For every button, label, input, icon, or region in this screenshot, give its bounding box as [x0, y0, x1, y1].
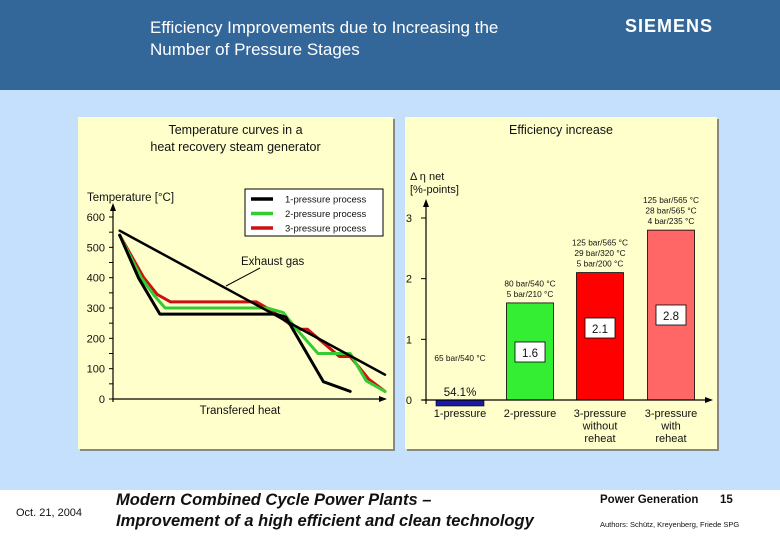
bar-category-label: 2-pressure: [504, 408, 557, 420]
y-tick-label: 200: [87, 333, 105, 345]
temperature-chart-title-line1: Temperature curves in a: [168, 123, 303, 137]
bar-value-label-box: [655, 304, 687, 326]
footer-subtitle-line1: Modern Combined Cycle Power Plants –: [116, 491, 432, 509]
footer-subtitle-line2: Improvement of a high efficient and clea…: [116, 512, 534, 530]
y-axis-label-line2: [%-points]: [410, 184, 459, 196]
bar-category-label: 3-pressure: [574, 408, 627, 420]
y-tick-label: 300: [87, 303, 105, 315]
slide-title-line1: Efficiency Improvements due to Increasin…: [150, 18, 499, 37]
legend-label: 1-pressure process: [285, 195, 367, 206]
siemens-logo: SIEMENS: [625, 16, 714, 36]
y-axis-arrow-icon: [110, 203, 116, 211]
y-axis-label-line1: Δ η net: [410, 171, 444, 183]
bar-value-label: 2.1: [592, 324, 608, 336]
page-number: 15: [720, 494, 733, 506]
baseline-efficiency-label: 54.1%: [444, 387, 477, 399]
bar-annotation: 5 bar/200 °C: [577, 259, 624, 269]
footer-authors: Authors: Schütz, Kreyenberg, Friede SPG: [600, 520, 740, 529]
bar-category-label: reheat: [584, 433, 615, 445]
bar-category-label: 3-pressure: [645, 408, 698, 420]
bar-annotation: 125 bar/565 °C: [572, 238, 628, 248]
series-line-2-pressure-process: [118, 233, 387, 393]
bar-annotation: 5 bar/210 °C: [507, 289, 554, 299]
temperature-chart-title-line2: heat recovery steam generator: [150, 140, 321, 154]
bar-annotation: 80 bar/540 °C: [504, 278, 555, 288]
y-tick-label: 500: [87, 242, 105, 254]
exhaust-gas-leader-line: [225, 267, 261, 287]
slide-title: Efficiency Improvements due to Increasin…: [150, 17, 610, 61]
series-line-1-pressure-process: [118, 233, 352, 393]
slide-header: Efficiency Improvements due to Increasin…: [0, 0, 780, 90]
legend-label: 2-pressure process: [285, 209, 367, 220]
y-tick-label: 0: [99, 394, 105, 406]
bar-category-label: 1-pressure: [434, 408, 487, 420]
bar-y-tick-label: 1: [406, 334, 412, 346]
bar-annotation: 29 bar/320 °C: [574, 248, 625, 258]
temperature-chart-panel: Temperature curves in a heat recovery st…: [78, 117, 393, 449]
bar-y-tick-label: 0: [406, 395, 412, 407]
y-tick-label: 600: [87, 212, 105, 224]
bar-annotation: 65 bar/540 °C: [434, 353, 485, 363]
bar-value-label-box: [584, 317, 616, 339]
bar-annotation: 125 bar/565 °C: [643, 195, 699, 205]
bar-category-label: reheat: [655, 433, 686, 445]
bar-y-axis-arrow-icon: [423, 199, 429, 207]
legend-label: 3-pressure process: [285, 224, 367, 235]
bar-y-tick-label: 3: [406, 213, 412, 225]
y-axis-label: Temperature [°C]: [87, 192, 174, 204]
y-tick-label: 100: [87, 364, 105, 376]
bar-category-label: without: [582, 421, 618, 433]
slide-title-line2: Number of Pressure Stages: [150, 40, 360, 59]
x-axis-arrow-icon: [379, 396, 387, 402]
bar-value-label: 2.8: [663, 311, 679, 323]
temperature-chart-title: Temperature curves in a heat recovery st…: [78, 122, 393, 156]
y-tick-label: 400: [87, 273, 105, 285]
bar-annotation: 28 bar/565 °C: [645, 206, 696, 216]
bar-annotation: 4 bar/235 °C: [648, 216, 695, 226]
x-axis-label: Transfered heat: [200, 405, 282, 417]
bar-x-axis-arrow-icon: [705, 397, 713, 403]
exhaust-gas-annotation: Exhaust gas: [241, 256, 305, 268]
efficiency-chart-title: Efficiency increase: [509, 123, 613, 137]
bar-value-label-box: [514, 341, 546, 363]
bar-y-tick-label: 2: [406, 274, 412, 286]
footer-date: Oct. 21, 2004: [16, 507, 83, 519]
bar-category-label: with: [660, 421, 681, 433]
footer-division: Power Generation: [600, 494, 699, 506]
slide-footer: Oct. 21, 2004 Modern Combined Cycle Powe…: [0, 490, 780, 540]
bar-value-label: 1.6: [522, 348, 538, 360]
footer-subtitle: Modern Combined Cycle Power Plants – Imp…: [116, 490, 534, 532]
series-line-exhaust-gas: [118, 229, 387, 376]
bar-baseline-marker: [435, 399, 485, 407]
